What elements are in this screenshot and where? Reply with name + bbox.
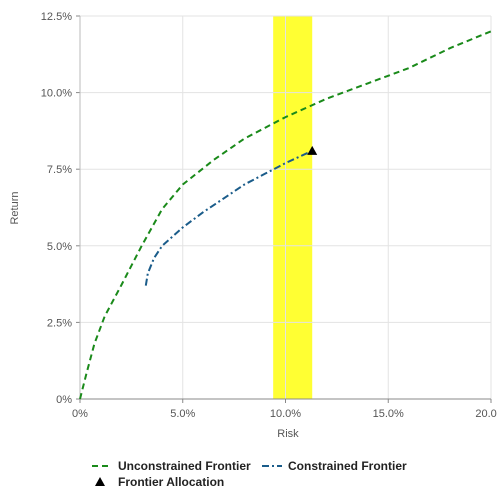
- series-layer: [79, 30, 492, 400]
- frontier-allocation-legend-label: Frontier Allocation: [118, 475, 224, 487]
- x-tick-label: 0%: [72, 408, 88, 420]
- constrained-frontier-legend-label: Constrained Frontier: [288, 459, 407, 473]
- series-line-constrained-frontier: [144, 149, 313, 286]
- risk-band-layer: [273, 16, 313, 399]
- marker-layer: [307, 145, 318, 155]
- x-tick-label: 20.0%: [475, 408, 497, 420]
- tick-labels-layer: 0% 5.0% 10.0% 15.0% 20.0% 0% 2.5% 5.0% 7.5% 10.0%…: [41, 11, 497, 420]
- frontier-allocation-marker: [307, 145, 318, 155]
- y-tick-label: 12.5%: [41, 11, 72, 23]
- y-tick-label: 7.5%: [47, 164, 72, 176]
- legend: Unconstrained Frontier Constrained Fronti…: [92, 459, 407, 489]
- grid-layer: [79, 15, 492, 400]
- x-tick-label: 5.0%: [170, 408, 195, 420]
- y-axis-title: Return: [9, 191, 21, 224]
- x-tick-label: 15.0%: [373, 408, 404, 420]
- series-line-unconstrained-frontier: [79, 30, 492, 400]
- y-tick-label: 0%: [56, 394, 72, 406]
- y-tick-label: 10.0%: [41, 88, 72, 100]
- x-tick-label: 10.0%: [270, 408, 301, 420]
- risk-band: [273, 16, 313, 399]
- frontier-allocation-legend-swatch: [95, 477, 105, 486]
- unconstrained-frontier-legend-label: Unconstrained Frontier: [118, 459, 251, 473]
- y-tick-label: 5.0%: [47, 241, 72, 253]
- axes-layer: [76, 15, 492, 403]
- y-tick-label: 2.5%: [47, 317, 72, 329]
- x-axis-title: Risk: [277, 428, 299, 440]
